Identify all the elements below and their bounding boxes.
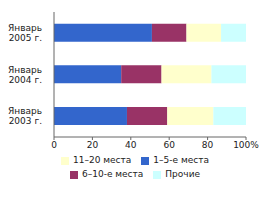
svg-text:Январь2004 г.: Январь2004 г. — [8, 65, 42, 85]
svg-text:80: 80 — [202, 140, 214, 150]
html-text:Прочие: Прочие — [165, 169, 200, 179]
svg-text:60: 60 — [163, 140, 175, 150]
svg-text:Январь2003 г.: Январь2003 г. — [8, 106, 42, 126]
svg-text:20: 20 — [87, 140, 99, 150]
svg-text:0: 0 — [51, 140, 57, 150]
svg-text:100%: 100% — [233, 140, 259, 150]
svg-text:Январь2005 г.: Январь2005 г. — [8, 23, 42, 43]
html-text:1–5-е места: 1–5-е места — [153, 155, 209, 165]
html-text:11–20 места: 11–20 места — [73, 155, 132, 165]
svg-text:40: 40 — [125, 140, 137, 150]
html-text:6–10-е места: 6–10-е места — [82, 169, 144, 179]
